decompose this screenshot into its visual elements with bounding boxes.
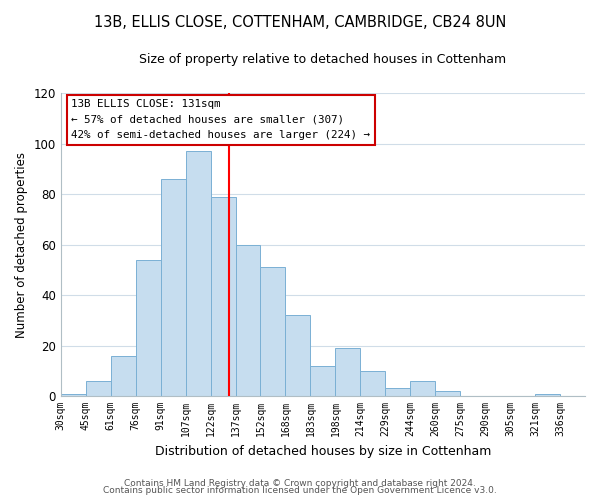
Bar [535,394,560,396]
Bar [236,244,260,396]
Bar [136,260,161,396]
Title: Size of property relative to detached houses in Cottenham: Size of property relative to detached ho… [139,52,506,66]
Text: Contains public sector information licensed under the Open Government Licence v3: Contains public sector information licen… [103,486,497,495]
Bar [310,366,335,396]
Bar [185,151,211,396]
X-axis label: Distribution of detached houses by size in Cottenham: Distribution of detached houses by size … [155,444,491,458]
Y-axis label: Number of detached properties: Number of detached properties [15,152,28,338]
Bar [86,381,111,396]
Bar [361,371,385,396]
Text: 13B, ELLIS CLOSE, COTTENHAM, CAMBRIDGE, CB24 8UN: 13B, ELLIS CLOSE, COTTENHAM, CAMBRIDGE, … [94,15,506,30]
Text: 13B ELLIS CLOSE: 131sqm
← 57% of detached houses are smaller (307)
42% of semi-d: 13B ELLIS CLOSE: 131sqm ← 57% of detache… [71,99,370,140]
Bar [385,388,410,396]
Bar [111,356,136,396]
Bar [211,196,236,396]
Text: Contains HM Land Registry data © Crown copyright and database right 2024.: Contains HM Land Registry data © Crown c… [124,478,476,488]
Bar [335,348,361,396]
Bar [435,391,460,396]
Bar [260,268,286,396]
Bar [410,381,435,396]
Bar [161,179,185,396]
Bar [286,316,310,396]
Bar [61,394,86,396]
